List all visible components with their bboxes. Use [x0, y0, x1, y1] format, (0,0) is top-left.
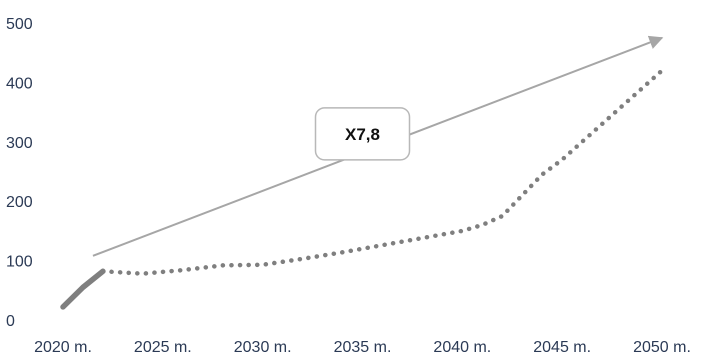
y-tick-label: 400 — [6, 75, 33, 92]
x-tick-label: 2030 m. — [234, 339, 292, 355]
y-tick-label: 500 — [6, 16, 33, 33]
x-tick-label: 2050 m. — [633, 339, 691, 355]
y-tick-label: 300 — [6, 135, 33, 152]
x-tick-label: 2020 m. — [34, 339, 92, 355]
x-tick-label: 2035 m. — [334, 339, 392, 355]
x-tick-label: 2025 m. — [134, 339, 192, 355]
annotation-box — [314, 107, 411, 161]
x-axis-tick-labels: 2020 m. 2025 m. 2030 m. 2035 m. 2040 m. 2045 … — [34, 339, 691, 355]
historical-series-line — [60, 268, 106, 310]
y-tick-label: 100 — [6, 254, 33, 271]
y-tick-label: 200 — [6, 194, 33, 211]
projection-series-line — [100, 68, 665, 276]
series-group — [60, 68, 665, 310]
y-axis-tick-labels: 0 100 200 300 400 500 — [6, 16, 33, 330]
annotation-group: X7,8 — [314, 107, 411, 161]
x-tick-label: 2040 m. — [433, 339, 491, 355]
y-tick-label: 0 — [6, 313, 15, 330]
x-tick-label: 2045 m. — [533, 339, 591, 355]
annotation-label: X7,8 — [345, 125, 380, 144]
